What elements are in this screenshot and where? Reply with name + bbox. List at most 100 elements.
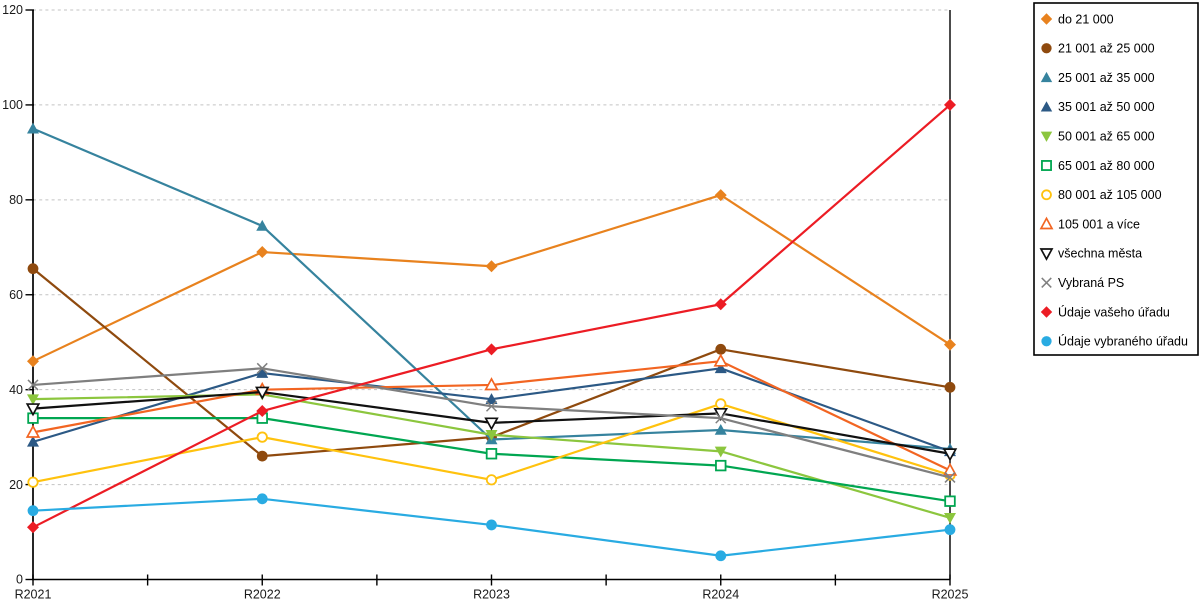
- y-axis-label: 120: [2, 3, 23, 17]
- circle-filled-marker-icon: [1041, 43, 1052, 54]
- diamond-filled-marker-icon: [27, 355, 39, 368]
- diamond-filled-marker-icon: [1040, 306, 1053, 318]
- circle-filled-marker-icon: [256, 450, 268, 462]
- legend-label: Údaje vašeho úřadu: [1058, 304, 1170, 319]
- legend-item-35-001-az-50-000: 35 001 až 50 000: [1040, 100, 1155, 114]
- triangle-up-open-marker-icon: [942, 462, 958, 476]
- y-axis-label: 40: [9, 383, 23, 397]
- series-udaje-vaseho-uradu: [27, 98, 956, 534]
- circle-filled-marker-icon: [944, 381, 956, 393]
- circle-open-marker-icon: [27, 476, 39, 488]
- circle-filled-marker-icon: [27, 505, 39, 517]
- legend-label: 50 001 až 65 000: [1058, 130, 1155, 144]
- diamond-filled-marker-icon: [485, 343, 498, 356]
- square-open-marker-icon: [944, 495, 956, 507]
- x-marker-icon: [1041, 277, 1052, 288]
- square-open-marker-icon: [715, 459, 727, 472]
- legend-item-vybrana-ps: Vybraná PS: [1041, 276, 1124, 290]
- circle-filled-marker-icon: [27, 263, 39, 275]
- x-axis-label: R2022: [244, 588, 281, 600]
- triangle-up-filled-marker-icon: [27, 122, 39, 134]
- y-axis-label: 0: [16, 573, 23, 587]
- legend-label: Vybraná PS: [1058, 276, 1124, 290]
- x-axis-label: R2023: [473, 588, 510, 600]
- series-vsechna-mesta: [25, 386, 958, 462]
- triangle-up-open-marker-icon: [484, 377, 499, 391]
- series-vybrana-ps: [27, 362, 956, 483]
- legend-label: 65 001 až 80 000: [1058, 159, 1155, 173]
- triangle-down-filled-marker-icon: [485, 429, 498, 441]
- legend-label: všechna města: [1058, 247, 1142, 261]
- legend-item-80-001-az-105-000: 80 001 až 105 000: [1041, 188, 1162, 202]
- legend-item-vsechna-mesta: všechna města: [1039, 247, 1142, 261]
- legend-item-25-001-az-35-000: 25 001 až 35 000: [1040, 71, 1155, 85]
- circle-filled-marker-icon: [944, 524, 956, 536]
- x-axis-label: R2024: [702, 588, 739, 600]
- legend-item-udaje-vaseho-uradu: Údaje vašeho úřadu: [1040, 304, 1170, 319]
- diamond-filled-marker-icon: [256, 405, 269, 418]
- legend-item-50-001-az-65-000: 50 001 až 65 000: [1040, 130, 1155, 144]
- x-marker-icon: [944, 471, 956, 483]
- square-open-marker-icon: [1041, 160, 1052, 171]
- x-axis-label: R2021: [15, 588, 52, 600]
- gridlines: [33, 9, 950, 486]
- diamond-filled-marker-icon: [714, 298, 727, 311]
- triangle-up-filled-marker-icon: [256, 219, 269, 231]
- legend-label: Údaje vybraného úřadu: [1058, 334, 1188, 349]
- x-axis-label: R2025: [932, 588, 969, 600]
- legend-label: do 21 000: [1058, 12, 1114, 26]
- triangle-down-open-marker-icon: [713, 407, 728, 422]
- x-marker-icon: [715, 412, 727, 424]
- triangle-up-filled-marker-icon: [1040, 101, 1053, 112]
- triangle-down-filled-marker-icon: [944, 513, 956, 524]
- legend: do 21 000 21 001 až 25 000 25 001 až 35 00…: [1033, 2, 1199, 356]
- triangle-up-open-marker-icon: [713, 353, 728, 367]
- x-marker-icon: [27, 379, 39, 391]
- triangle-down-filled-marker-icon: [1040, 131, 1053, 142]
- triangle-down-open-marker-icon: [25, 403, 41, 417]
- triangle-up-open-marker-icon: [25, 424, 41, 438]
- triangle-up-open-marker-icon: [1039, 216, 1054, 230]
- legend-label: 21 001 až 25 000: [1058, 42, 1155, 56]
- triangle-up-filled-marker-icon: [714, 424, 727, 435]
- y-axis-label: 60: [9, 288, 23, 302]
- series-do-21-000: [27, 189, 956, 368]
- circle-filled-marker-icon: [486, 519, 497, 531]
- legend-item-do-21-000: do 21 000: [1040, 12, 1114, 26]
- triangle-down-filled-marker-icon: [27, 394, 39, 406]
- legend-label: 105 001 a více: [1058, 217, 1140, 231]
- legend-label: 35 001 až 50 000: [1058, 100, 1155, 114]
- circle-filled-marker-icon: [715, 343, 727, 355]
- square-open-marker-icon: [485, 448, 498, 460]
- circle-open-marker-icon: [1041, 189, 1052, 201]
- legend-label: 80 001 až 105 000: [1058, 188, 1162, 202]
- triangle-up-filled-marker-icon: [485, 393, 498, 404]
- triangle-down-open-marker-icon: [484, 417, 499, 431]
- diamond-filled-marker-icon: [256, 246, 269, 259]
- triangle-up-filled-marker-icon: [714, 362, 727, 374]
- legend-label: 25 001 až 35 000: [1058, 71, 1155, 85]
- legend-item-21-001-az-25-000: 21 001 až 25 000: [1041, 42, 1155, 56]
- x-marker-icon: [485, 400, 498, 412]
- triangle-up-filled-marker-icon: [27, 435, 39, 447]
- diamond-filled-marker-icon: [944, 98, 956, 111]
- diamond-filled-marker-icon: [714, 189, 727, 202]
- triangle-down-filled-marker-icon: [714, 446, 727, 458]
- diamond-filled-marker-icon: [27, 521, 39, 534]
- legend-box: [1033, 2, 1199, 356]
- y-axis-label: 20: [9, 478, 23, 492]
- triangle-down-open-marker-icon: [942, 448, 958, 462]
- legend-item-65-001-az-80-000: 65 001 až 80 000: [1041, 159, 1155, 173]
- diamond-filled-marker-icon: [944, 338, 956, 351]
- legend-item-udaje-vybraneho-uradu: Údaje vybraného úřadu: [1041, 334, 1188, 349]
- triangle-up-filled-marker-icon: [256, 367, 269, 378]
- triangle-down-open-marker-icon: [255, 386, 270, 400]
- circle-open-marker-icon: [715, 398, 727, 410]
- x-marker-icon: [256, 362, 268, 374]
- axes: 0 20 40 60 80 100 120 R2021 R2022 R2023 R2024 R2025: [2, 3, 968, 600]
- circle-filled-marker-icon: [715, 550, 727, 562]
- series-line: [31, 193, 952, 363]
- circle-filled-marker-icon: [256, 493, 268, 505]
